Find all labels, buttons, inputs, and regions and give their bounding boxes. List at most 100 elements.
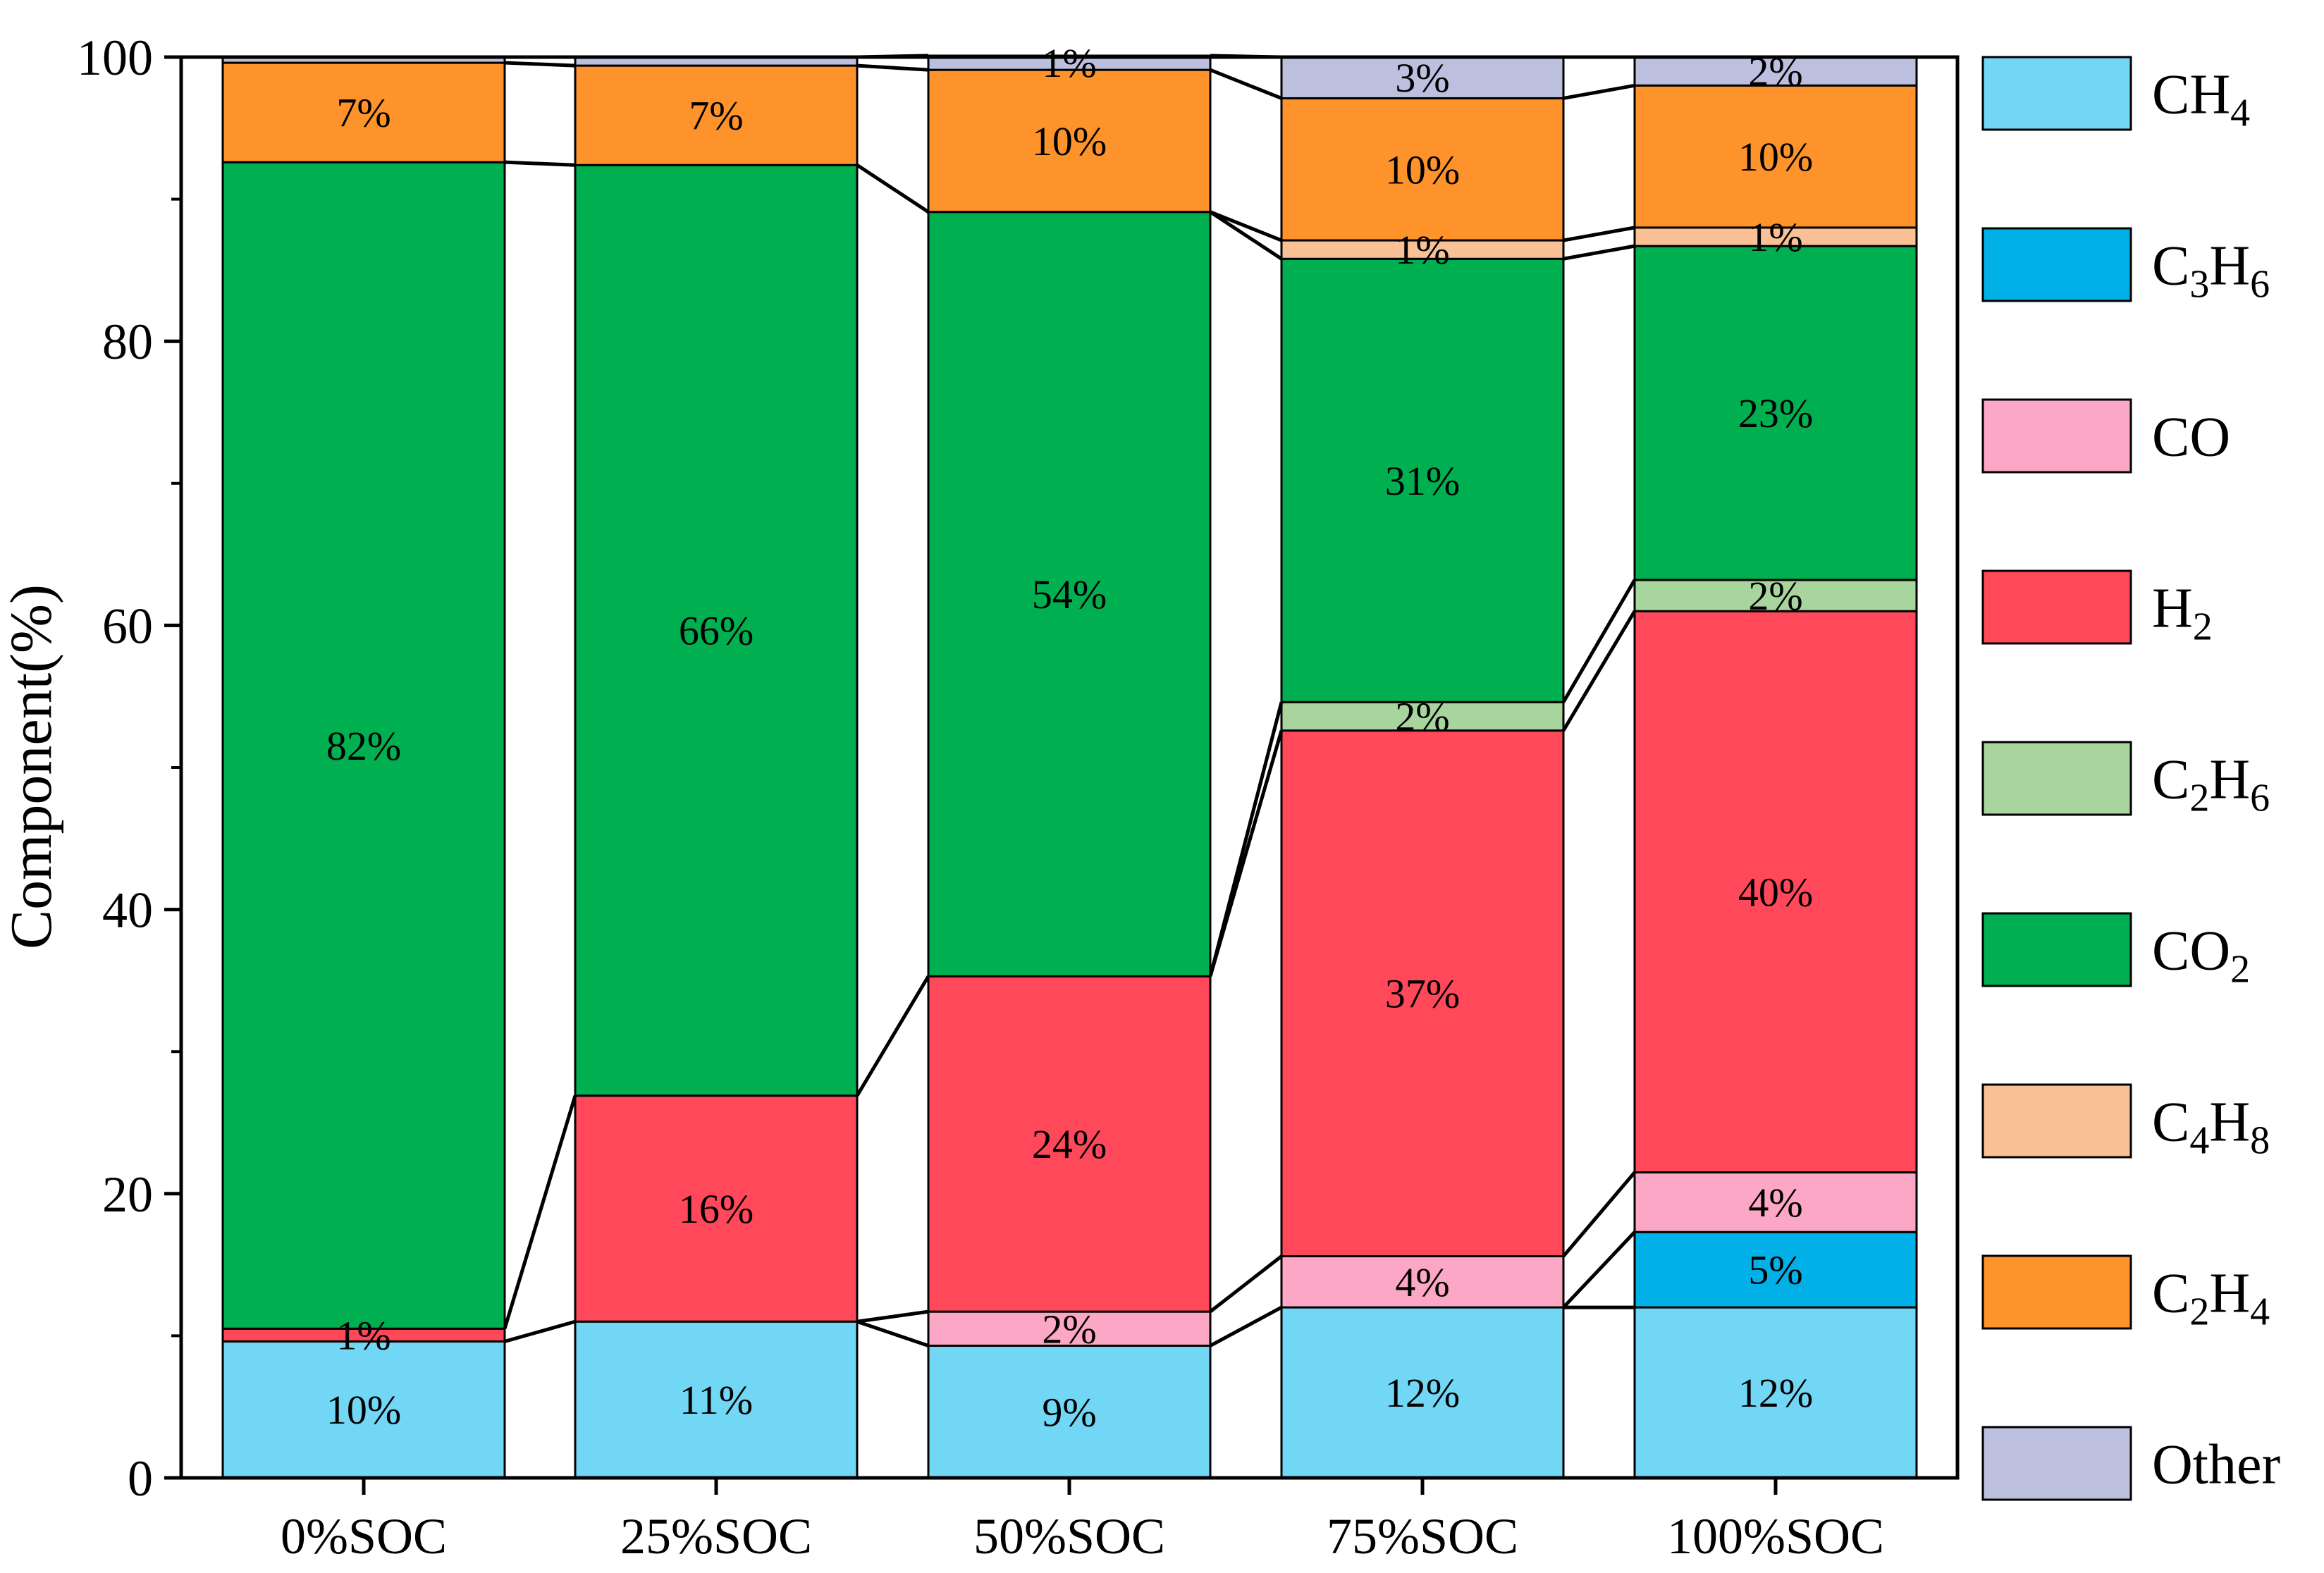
connector-ch4-3 [1209, 1305, 1283, 1347]
bar-ch4-2 [574, 1320, 859, 1479]
y-tick-label: 40 [102, 882, 153, 939]
legend-label-c2h6: C2H6 [2152, 749, 2270, 820]
legend-label-c2h4: C2H4 [2152, 1263, 2270, 1334]
bar-c2h4-3 [927, 68, 1212, 214]
label-c3h6-5: 5% [1748, 1247, 1802, 1293]
label-co2-5: 23% [1738, 390, 1813, 436]
legend-label-co: CO [2152, 407, 2230, 469]
x-axis: 0%SOC 25%SOC 50%SOC 75%SOC 100%SOC [281, 1478, 1884, 1565]
connector-c4h8-3 [1210, 210, 1282, 242]
legend-swatch-c2h4 [1981, 1254, 2132, 1330]
connector-c2h4-2 [856, 63, 929, 72]
legend-swatch-h2 [1981, 569, 2132, 645]
label-ch4-5: 12% [1738, 1370, 1813, 1416]
connector-ch4-2 [856, 1319, 929, 1347]
connector-c2h4-1 [504, 61, 576, 68]
bar-c2h4-4 [1280, 97, 1565, 242]
legend-label-c4h8: C4H8 [2152, 1092, 2270, 1163]
legend-label-ch4: CH4 [2152, 64, 2250, 135]
connector-co-4 [1562, 1171, 1636, 1258]
connector-c2h4-3 [1210, 68, 1282, 100]
x-tick-label: 75%SOC [1327, 1508, 1518, 1565]
label-co2-1: 82% [326, 723, 401, 769]
y-axis: 0 20 40 60 80 100 [77, 30, 181, 1507]
bar-co-5 [1633, 1171, 1918, 1233]
x-tick-label: 50%SOC [973, 1508, 1165, 1565]
label-c2h4-2: 7% [689, 93, 743, 139]
bar-h2-4 [1280, 729, 1565, 1258]
bar-c3h6-5 [1633, 1230, 1918, 1309]
connector-c2h4-4 [1563, 83, 1635, 100]
label-ch4-2: 11% [680, 1377, 753, 1423]
bar-co2-2 [574, 164, 859, 1097]
y-tick-label: 80 [102, 314, 153, 370]
label-other-4: 3% [1395, 55, 1449, 101]
y-tick-label: 0 [128, 1450, 153, 1507]
connector-co2-4 [1563, 244, 1635, 261]
legend-swatch-c4h8 [1981, 1083, 2132, 1159]
bar-co2-1 [221, 161, 506, 1330]
label-c2h6-5: 2% [1748, 573, 1802, 619]
label-c4h8-4: 1% [1395, 227, 1449, 273]
connector-h2-2 [855, 975, 930, 1097]
label-ch4-4: 12% [1385, 1370, 1460, 1416]
label-co2-2: 66% [679, 607, 754, 653]
label-h2-4: 37% [1385, 971, 1460, 1017]
connector-h2-4 [1561, 610, 1637, 732]
label-h2-2: 16% [679, 1186, 754, 1232]
connector-co-2 [856, 1309, 929, 1324]
bar-h2-5 [1633, 610, 1918, 1174]
legend-swatch-ch4 [1981, 56, 2132, 131]
label-h2-3: 24% [1032, 1121, 1107, 1167]
bar-co-3 [927, 1310, 1212, 1347]
label-c2h4-4: 10% [1385, 147, 1460, 192]
y-tick-label: 100 [77, 30, 153, 86]
label-co2-4: 31% [1385, 458, 1460, 504]
bar-segments [221, 54, 1918, 1479]
connector-c3h6-4 [1562, 1230, 1636, 1309]
label-h2-5: 40% [1738, 869, 1813, 915]
label-co2-3: 54% [1032, 572, 1107, 617]
connector-c4h8-4 [1563, 226, 1635, 242]
legend-swatch-co2 [1981, 912, 2132, 987]
label-c2h4-5: 10% [1738, 134, 1813, 180]
bar-ch4-1 [221, 1340, 506, 1479]
legend: CH4 C3H6 CO H2 C2H6 CO2 C4H8 C2H4 Other [1981, 56, 2280, 1501]
label-co-4: 4% [1395, 1259, 1449, 1305]
connector-h2-1 [503, 1094, 577, 1330]
bar-co2-3 [927, 211, 1212, 977]
y-tick-label: 20 [102, 1166, 153, 1223]
connector-co2-1 [504, 160, 576, 167]
connector-c2h6-4 [1561, 579, 1637, 703]
bar-co2-5 [1633, 245, 1918, 581]
label-co-3: 2% [1042, 1306, 1096, 1352]
label-ch4-1: 10% [326, 1387, 401, 1433]
bar-ch4-5 [1633, 1306, 1918, 1479]
label-c2h6-4: 2% [1395, 693, 1449, 739]
bar-c2h4-1 [221, 61, 506, 164]
label-other-3: 1% [1042, 40, 1096, 86]
bar-h2-2 [574, 1094, 859, 1323]
legend-swatch-c3h6 [1981, 227, 2132, 302]
bar-c2h4-2 [574, 64, 859, 166]
legend-label-h2: H2 [2152, 578, 2213, 649]
bar-co2-4 [1280, 257, 1565, 703]
legend-swatch-other [1981, 1426, 2132, 1501]
label-c2h4-3: 10% [1032, 118, 1107, 164]
legend-swatch-c2h6 [1981, 741, 2132, 816]
label-c2h4-1: 7% [336, 90, 391, 136]
legend-label-co2: CO2 [2152, 920, 2250, 992]
bar-co-4 [1280, 1255, 1565, 1309]
connector-co2-2 [856, 164, 930, 214]
connector-c2h6-3 [1208, 701, 1284, 977]
legend-swatch-co [1981, 398, 2132, 474]
legend-label-other: Other [2152, 1434, 2280, 1496]
x-tick-label: 100%SOC [1667, 1508, 1884, 1565]
y-tick-label: 60 [102, 598, 153, 654]
connector-co2-3 [1209, 210, 1283, 261]
legend-label-c3h6: C3H6 [2152, 235, 2270, 307]
x-tick-label: 25%SOC [620, 1508, 812, 1565]
label-h2-1: 1% [336, 1312, 391, 1358]
connector-co-3 [1209, 1254, 1283, 1314]
